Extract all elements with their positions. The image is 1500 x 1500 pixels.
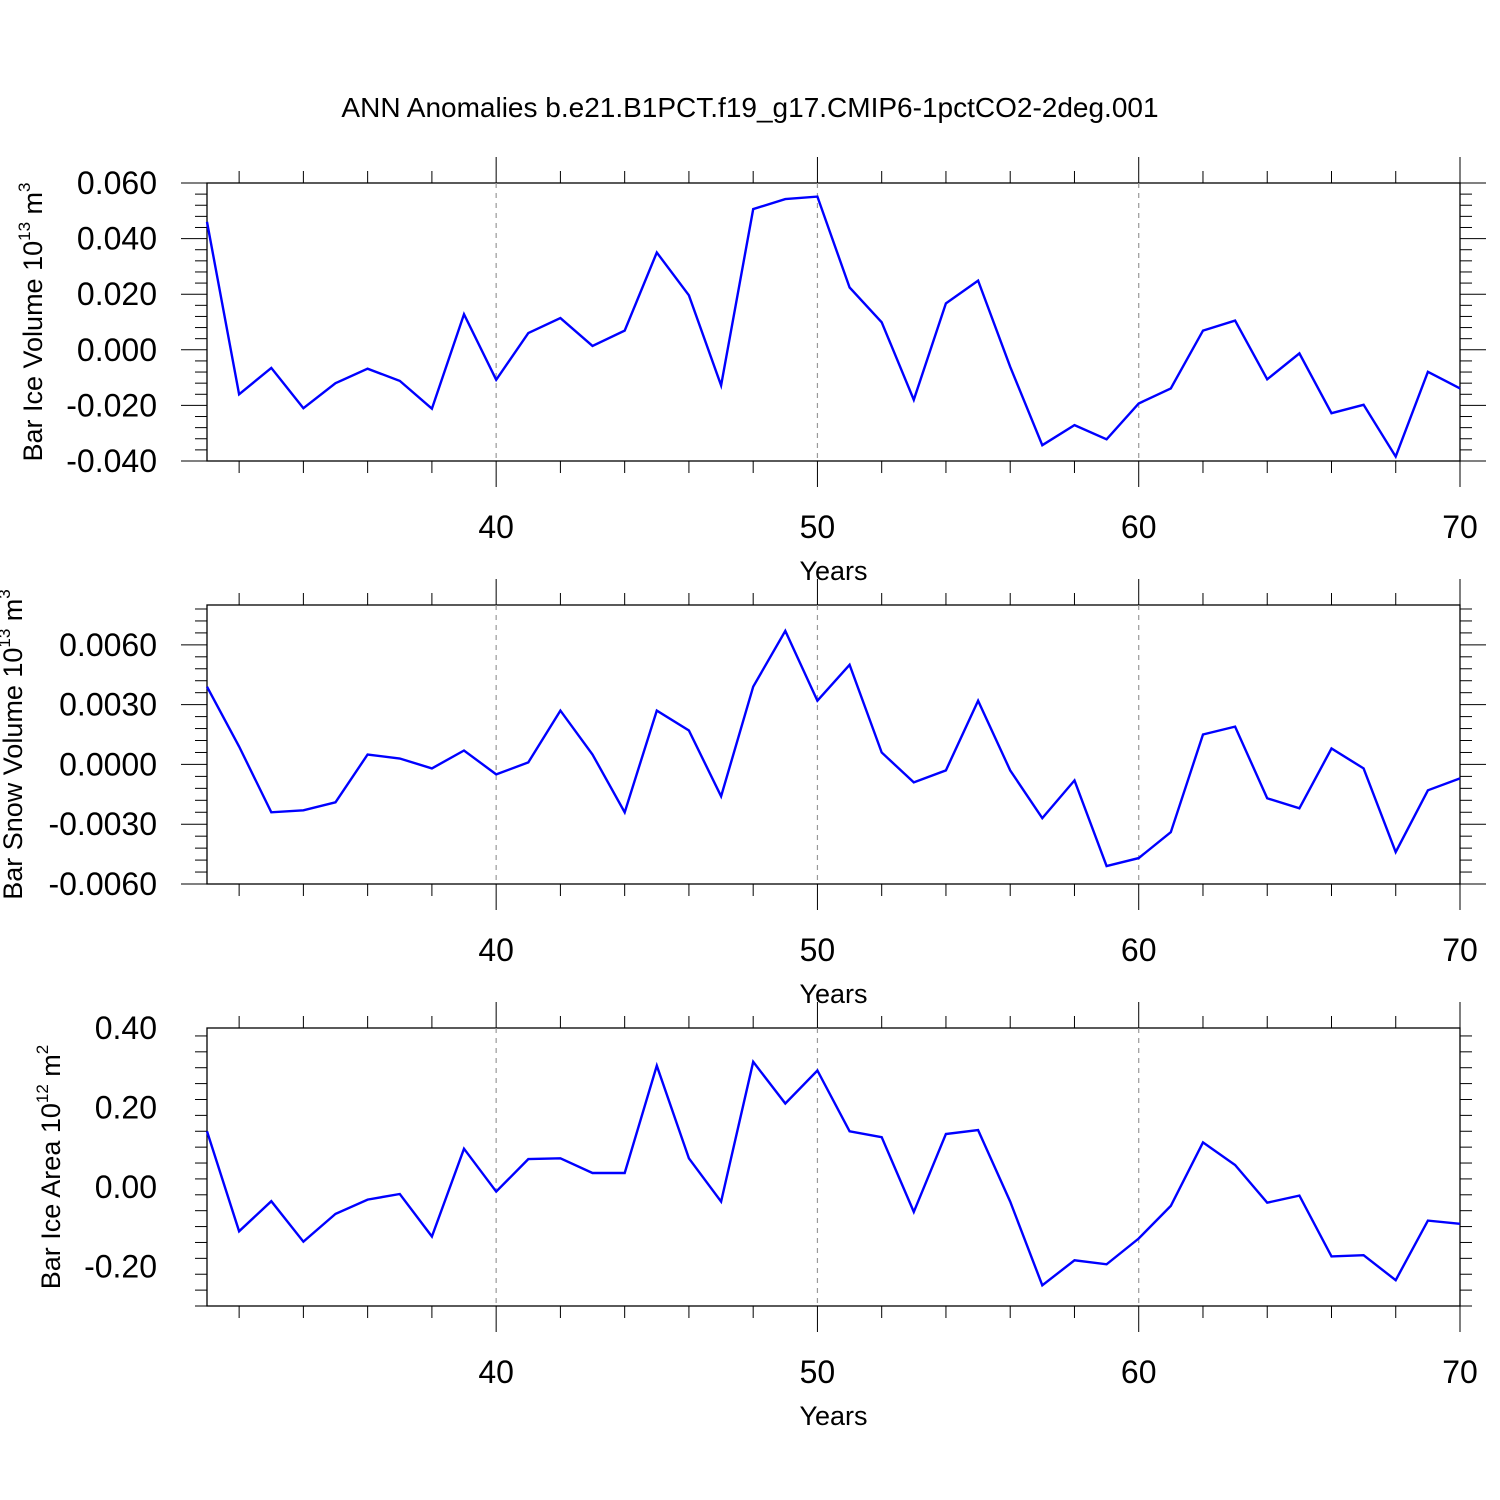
x-tick-label: 40 — [478, 1354, 514, 1390]
y-tick-label: 0.0000 — [59, 746, 157, 782]
chart-panel-2: 40 50 60 70 Years -0.0060 -0.0030 0.0000 0.0030 0… — [0, 579, 1486, 1009]
y-axis-label-text: m — [36, 1054, 66, 1084]
plot-frame — [206, 604, 1461, 885]
page-title: ANN Anomalies b.e21.B1PCT.f19_g17.CMIP6-… — [341, 92, 1159, 123]
y-tick-label: 0.0060 — [59, 627, 157, 663]
y-axis-label-superscript: 13 — [0, 629, 14, 648]
y-axis-label-superscript: 3 — [0, 589, 14, 598]
chart-panel-3: 40 50 60 70 Years -0.20 0.00 0.20 0.40 Bar Ice Ar… — [33, 1002, 1478, 1431]
x-axis-label: Years — [799, 556, 867, 586]
y-tick-label: 0.000 — [77, 332, 157, 368]
y-tick-label: 0.020 — [77, 276, 157, 312]
x-axis-label: Years — [799, 1401, 867, 1431]
x-tick-label: 50 — [800, 932, 836, 968]
y-tick-label: 0.00 — [95, 1169, 157, 1205]
y-axis-label-superscript: 13 — [15, 222, 34, 241]
y-axis-label-superscript: 2 — [33, 1045, 52, 1054]
x-tick-label: 50 — [800, 1354, 836, 1390]
y-tick-label: -0.040 — [66, 443, 157, 479]
y-axis-label-text: Bar Ice Area 10 — [36, 1103, 66, 1289]
y-tick-label: 0.20 — [95, 1089, 157, 1125]
plot-frame — [206, 1027, 1461, 1307]
y-axis-label-superscript: 3 — [15, 182, 34, 191]
y-axis-label-text: Bar Snow Volume 10 — [0, 648, 28, 900]
y-tick-label: -0.020 — [66, 387, 157, 423]
y-axis-label: Bar Snow Volume 1013 m3 — [0, 589, 28, 900]
x-tick-label: 50 — [800, 509, 836, 545]
series-line — [205, 628, 1461, 868]
x-tick-label: 60 — [1121, 509, 1157, 545]
series-line — [205, 1059, 1461, 1288]
y-axis-label: Bar Ice Area 1012 m2 — [33, 1045, 66, 1290]
series-line — [205, 195, 1461, 460]
y-axis-label-text: Bar Ice Volume 10 — [18, 241, 48, 462]
y-tick-label: -0.20 — [84, 1248, 157, 1284]
y-axis-label-superscript: 12 — [33, 1084, 52, 1103]
x-tick-label: 70 — [1442, 1354, 1478, 1390]
chart-panel-1: 40 50 60 70 Years -0.040 -0.020 0.000 0.020 0.040… — [15, 157, 1486, 586]
y-tick-label: -0.0030 — [48, 806, 157, 842]
x-tick-label: 60 — [1121, 1354, 1157, 1390]
y-tick-label: 0.40 — [95, 1010, 157, 1046]
y-axis-label-text: m — [0, 599, 28, 629]
x-tick-label: 60 — [1121, 932, 1157, 968]
y-tick-label: -0.0060 — [48, 866, 157, 902]
plot-frame — [206, 182, 1461, 462]
y-tick-label: 0.040 — [77, 221, 157, 257]
y-axis-label-text: m — [18, 192, 48, 222]
x-tick-label: 40 — [478, 932, 514, 968]
x-axis-label: Years — [799, 979, 867, 1009]
y-tick-label: 0.0030 — [59, 687, 157, 723]
x-tick-label: 40 — [478, 509, 514, 545]
y-tick-label: 0.060 — [77, 165, 157, 201]
x-tick-label: 70 — [1442, 509, 1478, 545]
x-tick-label: 70 — [1442, 932, 1478, 968]
y-axis-label: Bar Ice Volume 1013 m3 — [15, 182, 48, 461]
